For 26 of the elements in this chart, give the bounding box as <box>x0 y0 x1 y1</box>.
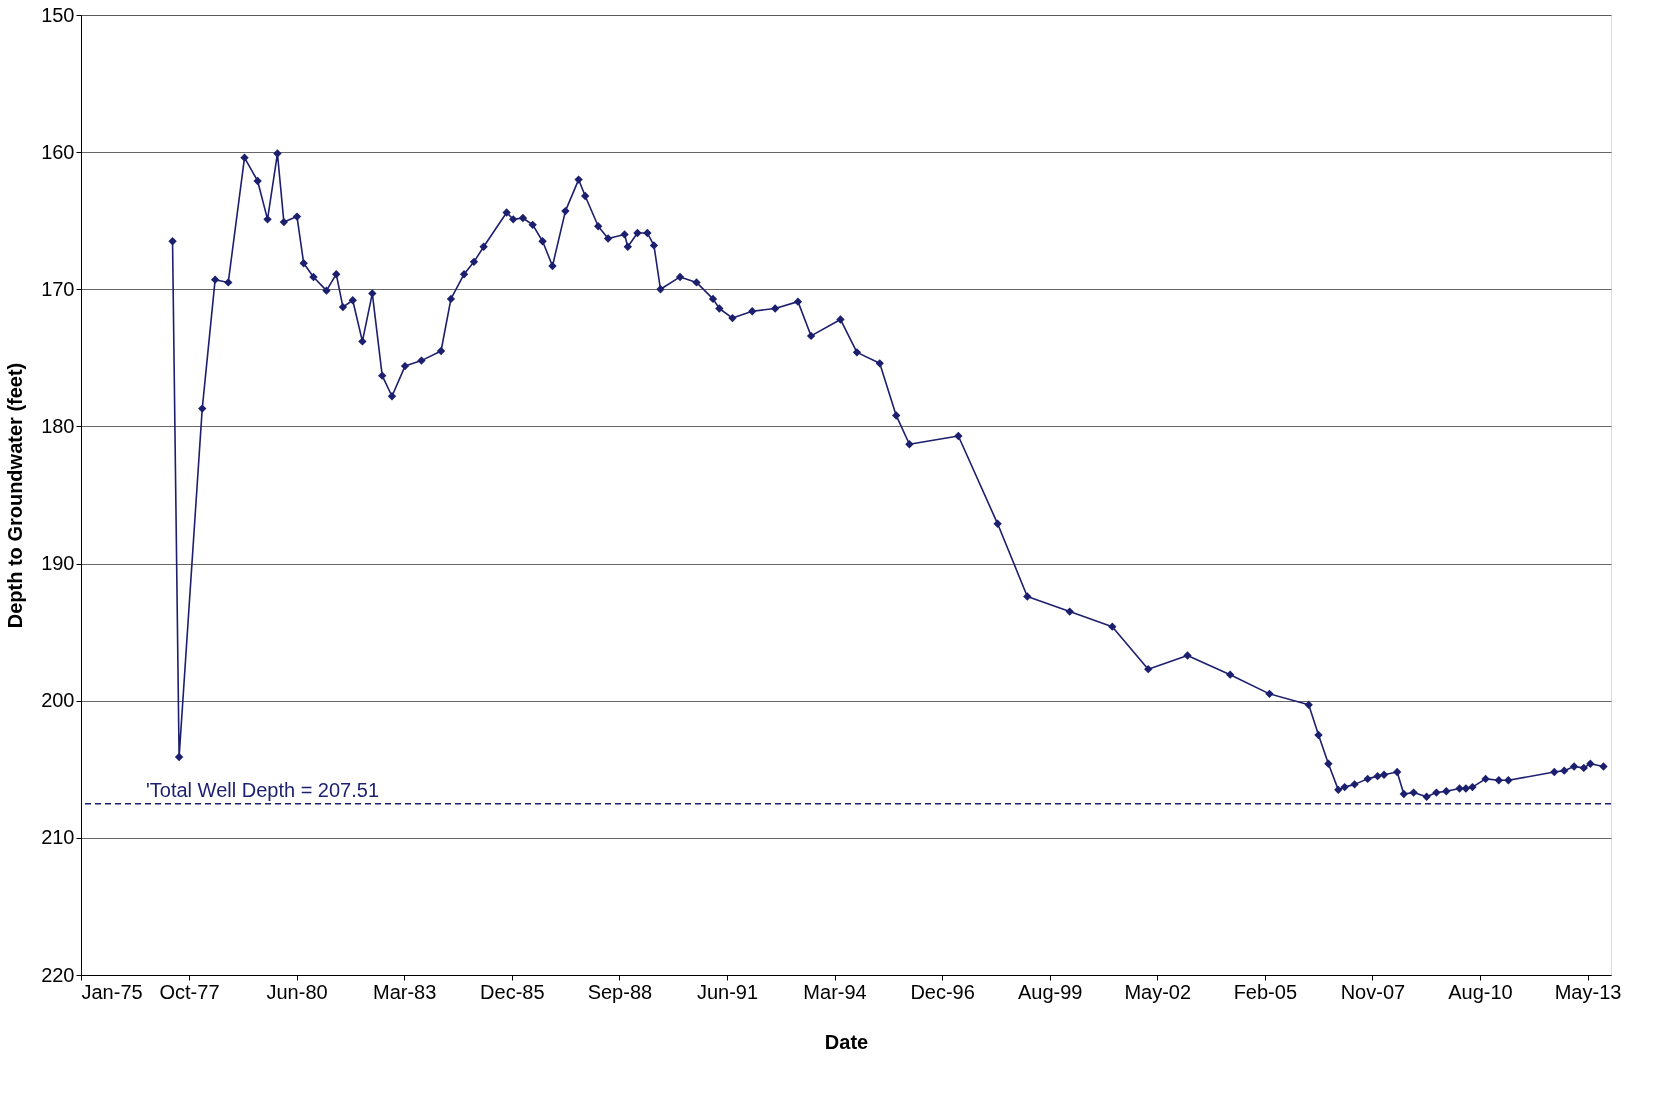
y-tick-label: 210 <box>41 826 75 849</box>
y-tick-label: 200 <box>41 689 75 712</box>
x-tick-label: Dec-96 <box>910 980 975 1003</box>
x-tick-label: Feb-05 <box>1233 980 1298 1003</box>
x-tick-label: May-02 <box>1124 980 1192 1003</box>
x-tick-label: Aug-10 <box>1448 980 1513 1003</box>
x-tick-label: Nov-07 <box>1340 980 1406 1003</box>
x-tick-label: Dec-85 <box>480 980 545 1003</box>
x-tick-label: May-13 <box>1554 980 1622 1003</box>
x-tick-label: Jan-75 <box>81 980 143 1003</box>
x-tick-label: Mar-83 <box>372 980 437 1003</box>
y-tick-label: 180 <box>41 414 75 437</box>
ref-line-label: 'Total Well Depth = 207.51 <box>146 778 380 801</box>
x-axis-title: Date <box>824 1030 869 1053</box>
y-axis-title: Depth to Groundwater (feet) <box>4 362 27 629</box>
x-tick-label: Sep-88 <box>587 980 653 1003</box>
x-tick-label: Mar-94 <box>803 980 867 1003</box>
x-tick-label: Aug-99 <box>1017 980 1083 1003</box>
y-tick-label: 190 <box>41 552 75 575</box>
x-tick-label: Jun-80 <box>266 980 328 1003</box>
y-tick-label: 220 <box>41 963 75 986</box>
y-tick-label: 170 <box>41 277 75 300</box>
x-tick-label: Oct-77 <box>159 980 220 1003</box>
x-tick-label: Jun-91 <box>696 980 759 1003</box>
y-tick-label: 160 <box>41 140 75 163</box>
y-tick-label: 150 <box>41 3 75 26</box>
